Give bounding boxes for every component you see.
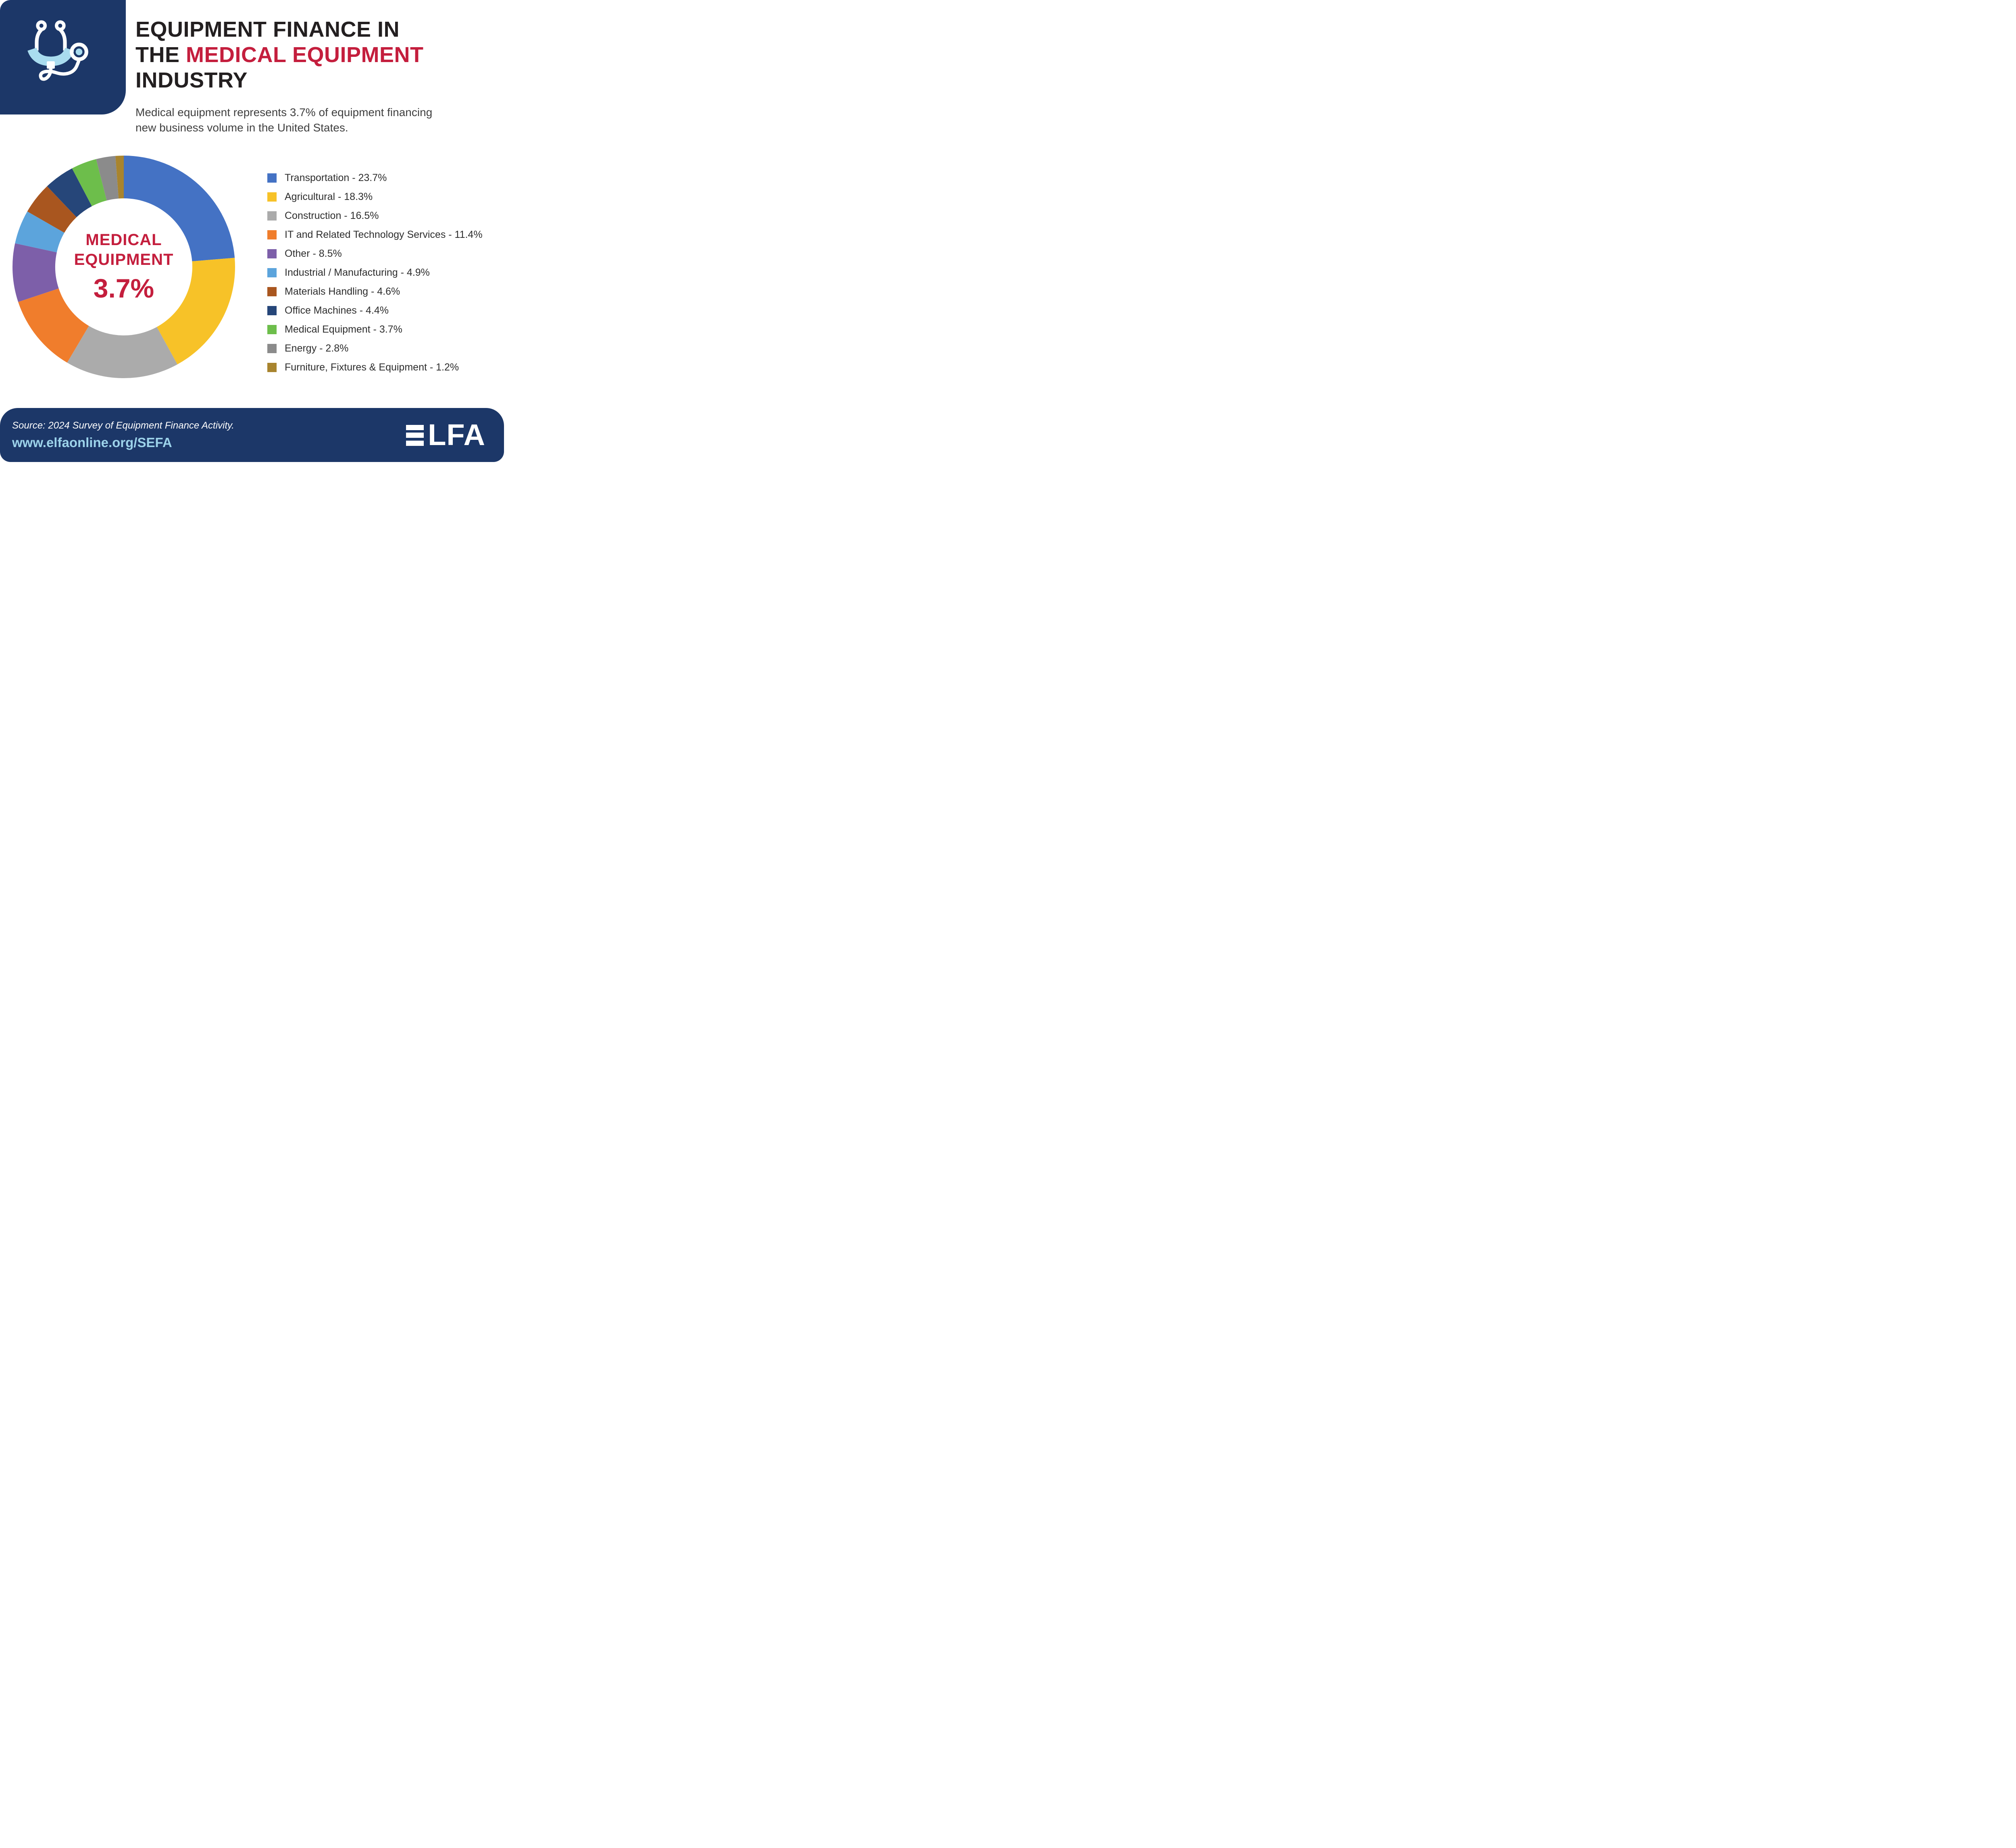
legend-label: Construction - 16.5% bbox=[285, 210, 379, 221]
legend-swatch bbox=[267, 192, 277, 202]
donut-chart-svg bbox=[12, 156, 235, 378]
donut-slice-agricultural bbox=[156, 258, 235, 364]
title-line-2-red: MEDICAL EQUIPMENT bbox=[186, 43, 424, 67]
header-icon-box bbox=[0, 0, 126, 114]
legend-label: Transportation - 23.7% bbox=[285, 172, 387, 183]
legend-label: Furniture, Fixtures & Equipment - 1.2% bbox=[285, 361, 459, 373]
footer-url-link[interactable]: www.elfaonline.org/SEFA bbox=[12, 435, 172, 450]
donut-slice-other bbox=[12, 243, 59, 302]
legend: Transportation - 23.7% Agricultural - 18.… bbox=[267, 172, 483, 373]
header: EQUIPMENT FINANCE IN THE MEDICAL EQUIPMEN… bbox=[135, 17, 490, 136]
elfa-logo-text: LFA bbox=[428, 418, 485, 452]
infographic-card: EQUIPMENT FINANCE IN THE MEDICAL EQUIPMEN… bbox=[0, 0, 504, 462]
donut-slice-transportation bbox=[124, 156, 235, 262]
legend-label: Materials Handling - 4.6% bbox=[285, 285, 400, 297]
legend-label: Other - 8.5% bbox=[285, 248, 342, 259]
donut-slice-materials-handling bbox=[27, 186, 77, 233]
legend-swatch bbox=[267, 249, 277, 258]
page-title: EQUIPMENT FINANCE IN THE MEDICAL EQUIPMEN… bbox=[135, 17, 490, 94]
donut-slice-it-and-related-technology-services bbox=[18, 288, 89, 363]
donut-chart: MEDICAL EQUIPMENT 3.7% bbox=[11, 154, 237, 380]
elfa-logo: LFA bbox=[406, 418, 485, 452]
legend-item: Office Machines - 4.4% bbox=[267, 305, 483, 316]
donut-slice-industrial-manufacturing bbox=[15, 211, 65, 252]
legend-swatch bbox=[267, 287, 277, 296]
legend-label: Medical Equipment - 3.7% bbox=[285, 323, 402, 335]
legend-label: Agricultural - 18.3% bbox=[285, 191, 373, 202]
legend-item: Furniture, Fixtures & Equipment - 1.2% bbox=[267, 362, 483, 373]
legend-swatch bbox=[267, 362, 277, 372]
title-line-3: INDUSTRY bbox=[135, 68, 248, 93]
subtitle-line-1: Medical equipment represents 3.7% of equ… bbox=[135, 106, 433, 119]
legend-label: IT and Related Technology Services - 11.… bbox=[285, 229, 483, 240]
donut-slice-office-machines bbox=[47, 168, 92, 217]
subtitle-line-2: new business volume in the United States… bbox=[135, 121, 348, 134]
title-line-1: EQUIPMENT FINANCE IN bbox=[135, 17, 400, 42]
legend-swatch bbox=[267, 230, 277, 239]
legend-swatch bbox=[267, 306, 277, 315]
legend-item: Materials Handling - 4.6% bbox=[267, 286, 483, 297]
legend-item: Agricultural - 18.3% bbox=[267, 191, 483, 202]
donut-slice-furniture-fixtures-equipment bbox=[115, 156, 124, 199]
elfa-logo-e-bars-icon bbox=[406, 425, 424, 447]
legend-item: Energy - 2.8% bbox=[267, 343, 483, 354]
source-text: Source: 2024 Survey of Equipment Finance… bbox=[12, 420, 234, 431]
legend-swatch bbox=[267, 211, 277, 221]
legend-swatch bbox=[267, 325, 277, 334]
legend-swatch bbox=[267, 173, 277, 183]
donut-slice-medical-equipment bbox=[72, 159, 107, 206]
legend-label: Industrial / Manufacturing - 4.9% bbox=[285, 266, 430, 278]
subtitle: Medical equipment represents 3.7% of equ… bbox=[135, 105, 490, 136]
legend-item: Industrial / Manufacturing - 4.9% bbox=[267, 267, 483, 278]
stethoscope-icon bbox=[27, 20, 88, 81]
legend-item: Construction - 16.5% bbox=[267, 210, 483, 221]
legend-item: Other - 8.5% bbox=[267, 248, 483, 259]
legend-item: Transportation - 23.7% bbox=[267, 172, 483, 183]
legend-label: Energy - 2.8% bbox=[285, 342, 349, 354]
title-line-2-dark: THE bbox=[135, 43, 186, 67]
legend-swatch bbox=[267, 268, 277, 277]
legend-label: Office Machines - 4.4% bbox=[285, 304, 389, 316]
footer: Source: 2024 Survey of Equipment Finance… bbox=[0, 408, 504, 462]
legend-item: Medical Equipment - 3.7% bbox=[267, 324, 483, 335]
legend-item: IT and Related Technology Services - 11.… bbox=[267, 229, 483, 240]
donut-slice-energy bbox=[96, 156, 119, 201]
donut-slice-construction bbox=[67, 326, 177, 378]
legend-swatch bbox=[267, 343, 277, 353]
footer-text: Source: 2024 Survey of Equipment Finance… bbox=[12, 420, 234, 450]
